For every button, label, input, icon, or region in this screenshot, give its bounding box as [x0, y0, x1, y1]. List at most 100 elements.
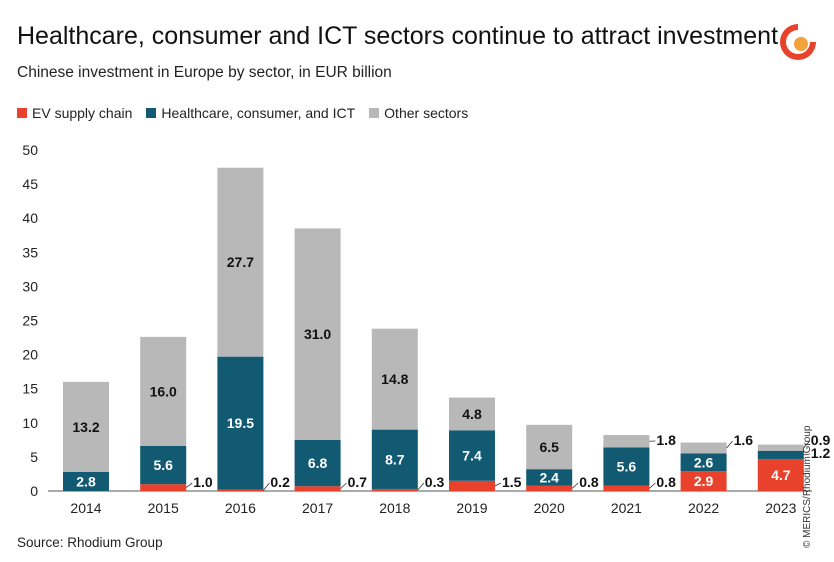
data-label-other: 1.6	[734, 432, 754, 448]
y-tick-label: 40	[22, 210, 38, 226]
y-tick-label: 5	[30, 449, 38, 465]
data-label-health: 7.4	[462, 448, 482, 464]
bar-health	[371, 429, 418, 489]
x-tick-label: 2014	[70, 500, 101, 516]
legend-label-other: Other sectors	[384, 105, 469, 121]
leader-line	[494, 482, 502, 487]
x-tick-label: 2023	[765, 500, 796, 516]
bar-health	[449, 430, 495, 481]
x-tick-label: 2018	[379, 500, 410, 516]
x-tick-label: 2017	[302, 500, 333, 516]
bar-other	[757, 444, 804, 451]
bar-health	[63, 471, 109, 491]
data-label-health: 6.8	[308, 455, 328, 471]
bar-other	[449, 397, 495, 431]
data-label-other: 27.7	[227, 254, 254, 270]
x-tick-label: 2020	[534, 500, 565, 516]
data-label-health: 2.8	[76, 473, 96, 489]
bar-ev	[603, 485, 650, 491]
data-label-other: 4.8	[462, 406, 482, 422]
legend-item-ev: EV supply chain	[17, 105, 132, 121]
bar-ev	[294, 486, 341, 491]
bar-health	[757, 450, 804, 459]
bar-ev	[449, 480, 495, 491]
y-tick-label: 25	[22, 313, 38, 329]
data-label-health: 19.5	[227, 415, 254, 431]
leader-line	[340, 482, 347, 489]
data-label-other: 1.8	[656, 432, 676, 448]
legend-label-ev: EV supply chain	[32, 105, 133, 121]
data-label-ev: 4.7	[771, 467, 791, 483]
bar-health	[526, 469, 573, 486]
x-tick-label: 2021	[611, 500, 642, 516]
y-tick-label: 30	[22, 278, 38, 294]
bar-other	[217, 167, 264, 357]
data-label-other: 31.0	[304, 326, 331, 342]
bar-ev	[217, 489, 264, 491]
legend-item-other: Other sectors	[369, 105, 468, 121]
legend-swatch-health	[146, 108, 157, 118]
x-tick-label: 2016	[225, 500, 256, 516]
data-label-ev: 0.8	[656, 474, 676, 490]
copyright-note: © MERICS/Rhodium Group	[802, 425, 813, 548]
bar-other	[63, 381, 109, 472]
bar-ev	[140, 484, 187, 491]
data-label-health: 5.6	[617, 458, 637, 474]
data-label-other: 14.8	[381, 371, 408, 387]
bar-health	[294, 439, 341, 487]
chart-subtitle: Chinese investment in Europe by sector, …	[17, 64, 392, 81]
leader-line	[649, 482, 656, 489]
bar-health	[140, 445, 187, 485]
bar-ev	[371, 488, 418, 491]
data-label-ev: 2.9	[694, 473, 714, 489]
merics-logo-icon	[780, 24, 816, 60]
x-tick-label: 2022	[688, 500, 719, 516]
leader-line	[726, 440, 733, 449]
data-label-ev: 0.2	[270, 474, 290, 490]
bar-other	[526, 424, 573, 470]
bar-other	[680, 442, 727, 454]
bar-ev	[757, 458, 804, 491]
bar-other	[371, 328, 418, 430]
legend-swatch-other	[369, 108, 380, 118]
bar-health	[603, 447, 650, 486]
legend-label-health: Healthcare, consumer, and ICT	[161, 105, 356, 121]
bar-health	[680, 453, 727, 472]
data-label-ev: 0.8	[579, 474, 599, 490]
data-label-other: 16.0	[150, 383, 177, 399]
bar-other	[603, 435, 650, 448]
data-label-ev: 1.0	[193, 474, 213, 490]
y-tick-label: 15	[22, 381, 38, 397]
x-tick-label: 2015	[148, 500, 179, 516]
data-label-other: 13.2	[72, 419, 99, 435]
data-label-health: 2.4	[539, 469, 559, 485]
data-label-ev: 0.3	[425, 474, 445, 490]
data-label-health: 8.7	[385, 451, 405, 467]
y-tick-label: 50	[22, 142, 38, 158]
bar-other	[294, 228, 341, 440]
leader-line	[571, 482, 579, 489]
bar-other	[140, 336, 187, 446]
legend-item-health: Healthcare, consumer, and ICT	[146, 105, 355, 121]
leader-line	[263, 482, 270, 491]
source-note: Source: Rhodium Group	[17, 535, 163, 550]
data-label-ev: 1.5	[502, 474, 522, 490]
chart-title: Healthcare, consumer and ICT sectors con…	[17, 22, 779, 50]
data-label-health: 2.6	[694, 454, 714, 470]
leader-line	[417, 482, 425, 491]
y-tick-label: 35	[22, 244, 38, 260]
y-tick-label: 10	[22, 415, 38, 431]
bar-health	[217, 356, 264, 490]
data-label-ev: 0.7	[348, 474, 368, 490]
data-label-other: 0.9	[811, 432, 831, 448]
y-tick-label: 45	[22, 176, 38, 192]
x-tick-label: 2019	[456, 500, 487, 516]
chart-legend: EV supply chain Healthcare, consumer, an…	[17, 105, 482, 121]
bar-ev	[680, 471, 727, 491]
data-label-health: 1.2	[811, 445, 831, 461]
y-tick-label: 20	[22, 347, 38, 363]
data-label-health: 5.6	[153, 457, 173, 473]
leader-line	[185, 482, 193, 488]
data-label-other: 6.5	[539, 439, 559, 455]
